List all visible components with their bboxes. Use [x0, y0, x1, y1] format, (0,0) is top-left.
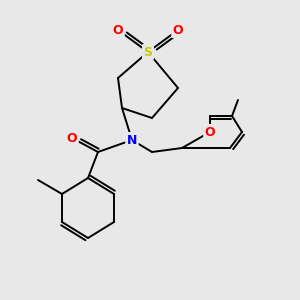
- Text: O: O: [67, 131, 77, 145]
- Text: N: N: [127, 134, 137, 146]
- Text: O: O: [205, 125, 215, 139]
- Text: O: O: [113, 23, 123, 37]
- Text: O: O: [173, 23, 183, 37]
- Text: S: S: [143, 46, 152, 59]
